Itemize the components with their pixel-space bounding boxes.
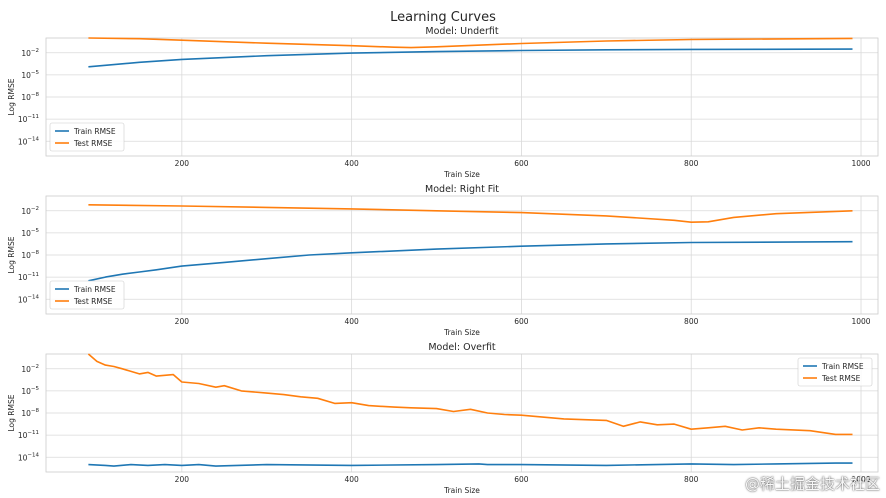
subplot-panels: 200 400 600 800 1000 10−2 10−5 10−8 10−11 10−14 Mo… [7,26,879,495]
subplot-title: Model: Right Fit [425,184,499,195]
x-tick-label: 400 [344,475,359,484]
y-axis-label: Log RMSE [7,394,16,431]
y-tick-label: 10−14 [18,294,40,304]
x-tick-label: 600 [514,317,529,326]
x-tick-label: 1000 [851,159,870,168]
x-tick-label: 600 [514,475,529,484]
subplot-2: 200 400 600 800 1000 10−2 10−5 10−8 10−11 10−14 Mo… [7,184,879,337]
subplot-1: 200 400 600 800 1000 10−2 10−5 10−8 10−11 10−14 Mo… [7,26,879,179]
y-tick-label: 10−11 [18,272,39,282]
x-tick-label: 1000 [851,475,870,484]
series-line-test [88,37,853,49]
series-line-train [88,462,853,467]
legend-label: Test RMSE [821,374,861,383]
y-tick-label: 10−14 [18,452,40,462]
subplot-title: Model: Overfit [428,342,496,353]
watermark-text: @稀土掘金技术社区 [744,475,880,493]
x-tick-label: 800 [684,159,699,168]
series-line-train [88,48,853,68]
legend: Train RMSE Test RMSE [797,357,873,387]
y-axis-label: Log RMSE [7,78,16,115]
x-tick-label: 800 [684,317,699,326]
y-tick-label: 10−11 [18,114,39,124]
y-tick-label: 10−5 [21,70,39,80]
y-tick-label: 10−2 [21,48,39,58]
y-tick-label: 10−14 [18,136,40,146]
x-axis-label: Train Size [443,486,480,495]
figure-title: Learning Curves [390,10,496,25]
axes-frame [45,37,879,157]
x-axis-label: Train Size [443,328,480,337]
legend-frame [49,280,125,310]
x-tick-label: 200 [175,317,190,326]
y-tick-label: 10−8 [21,92,39,102]
y-tick-label: 10−2 [21,206,39,216]
legend-frame [49,122,125,152]
x-tick-label: 600 [514,159,529,168]
y-tick-label: 10−11 [18,430,39,440]
x-tick-label: 800 [684,475,699,484]
y-tick-label: 10−5 [21,386,39,396]
legend-label: Train RMSE [821,362,864,371]
x-tick-label: 400 [344,317,359,326]
subplot-title: Model: Underfit [425,26,498,37]
y-tick-label: 10−8 [21,250,39,260]
y-tick-label: 10−8 [21,408,39,418]
x-tick-label: 200 [175,159,190,168]
legend: Train RMSE Test RMSE [49,280,125,310]
legend-frame [797,357,873,387]
x-tick-label: 1000 [851,317,870,326]
x-tick-label: 400 [344,159,359,168]
x-axis-label: Train Size [443,170,480,179]
legend: Train RMSE Test RMSE [49,122,125,152]
x-tick-label: 200 [175,475,190,484]
series-line-train [88,240,853,282]
y-tick-label: 10−5 [21,228,39,238]
legend-label: Test RMSE [73,139,113,148]
series-line-test [87,353,853,436]
y-tick-label: 10−2 [21,364,39,374]
legend-label: Train RMSE [73,285,116,294]
subplot-3: 200 400 600 800 1000 10−2 10−5 10−8 10−11 10−14 Mo… [7,342,879,495]
series-line-test [88,204,853,223]
axes-frame [45,353,879,473]
legend-label: Train RMSE [73,127,116,136]
y-axis-label: Log RMSE [7,236,16,273]
legend-label: Test RMSE [73,297,113,306]
axes-frame [45,195,879,315]
